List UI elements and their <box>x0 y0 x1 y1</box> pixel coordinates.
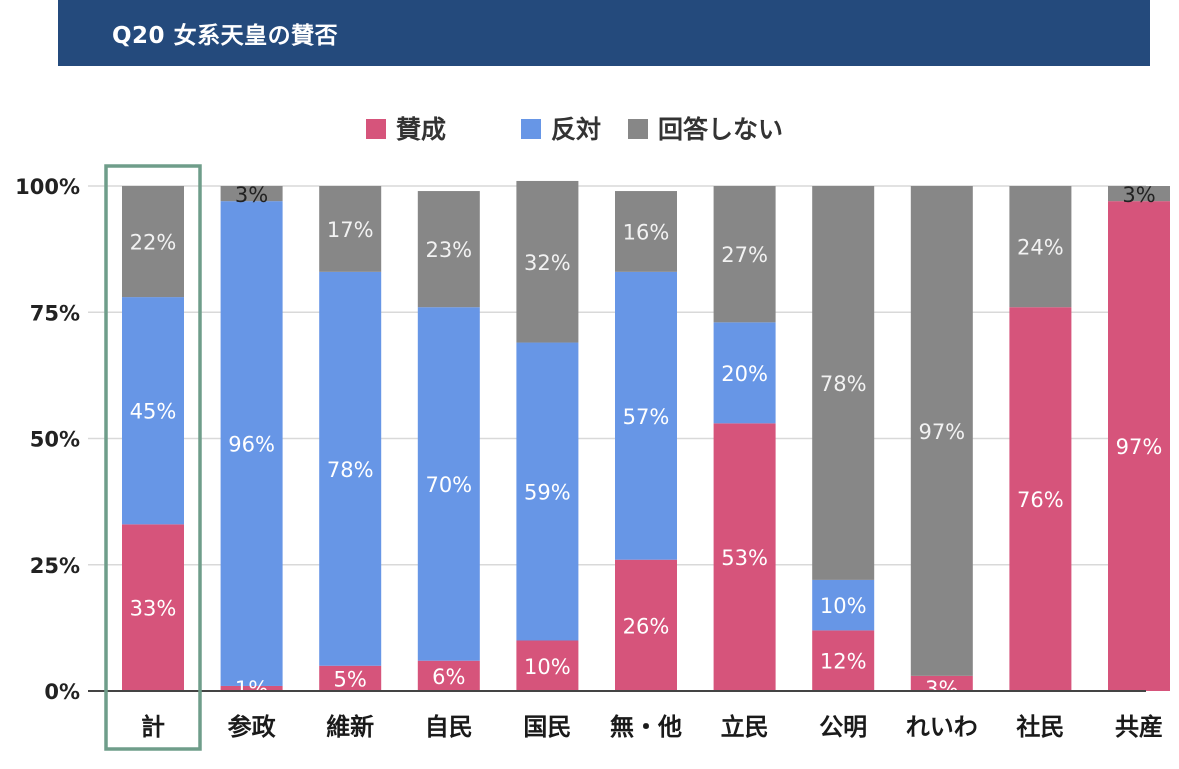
chart-title: Q20 女系天皇の賛否 <box>112 23 339 49</box>
bar-segment <box>812 579 875 631</box>
data-label: 23% <box>425 238 472 262</box>
data-label: 27% <box>721 243 768 267</box>
x-tick-label: 自民 <box>425 713 473 741</box>
data-label: 3% <box>235 183 268 207</box>
x-tick-label: 国民 <box>523 713 571 741</box>
legend-label: 賛成 <box>396 115 446 144</box>
bar-segment <box>615 191 677 272</box>
highlight-box <box>104 164 202 751</box>
data-label: 33% <box>130 597 177 621</box>
header-band <box>58 0 1150 66</box>
bar-segment <box>516 640 579 691</box>
data-label: 78% <box>820 372 867 396</box>
x-tick-label: 共産 <box>1115 713 1163 741</box>
bar-segment <box>122 186 184 298</box>
y-tick-label: 50% <box>30 428 80 452</box>
bar-segment <box>1009 186 1072 308</box>
data-label: 97% <box>918 420 965 444</box>
data-label: 10% <box>524 655 571 679</box>
bar-segment <box>1009 307 1072 691</box>
bar-segment <box>319 665 382 691</box>
data-label: 16% <box>623 220 670 244</box>
data-label: 26% <box>623 614 670 638</box>
bar-segment <box>1108 201 1170 691</box>
data-label: 6% <box>432 665 465 689</box>
bar-segment <box>417 660 480 691</box>
legend-swatch <box>521 119 541 139</box>
bar-segment <box>615 271 677 560</box>
data-label: 17% <box>327 218 374 242</box>
bar-segment <box>417 307 480 661</box>
data-label: 3% <box>1122 183 1155 207</box>
x-tick-label: 維新 <box>326 713 374 741</box>
bar-segment <box>713 423 776 691</box>
y-tick-label: 25% <box>30 554 80 578</box>
bar-segment <box>713 186 776 323</box>
data-label: 45% <box>130 400 177 424</box>
data-label: 97% <box>1116 435 1163 459</box>
x-tick-label: 社民 <box>1016 713 1064 741</box>
legend-label: 反対 <box>551 115 601 144</box>
legend-swatch <box>628 119 648 139</box>
data-label: 22% <box>130 231 177 255</box>
bar-segment <box>812 630 875 691</box>
x-tick-label: 立民 <box>721 713 769 741</box>
data-label: 57% <box>623 405 670 429</box>
x-tick-label: れいわ <box>906 713 978 741</box>
bar-segment <box>713 322 776 424</box>
bar-segment <box>220 186 283 202</box>
data-label: 70% <box>425 473 472 497</box>
x-tick-label: 計 <box>141 713 165 741</box>
bar-segment <box>319 186 382 272</box>
data-label: 5% <box>334 667 367 691</box>
legend-label: 回答しない <box>658 115 783 144</box>
data-label: 20% <box>721 362 768 386</box>
data-label: 78% <box>327 458 374 482</box>
bar-segment <box>220 201 283 686</box>
x-tick-label: 無・他 <box>610 713 682 741</box>
bar-segment <box>319 271 382 666</box>
data-label: 12% <box>820 650 867 674</box>
bar-segment <box>417 191 480 308</box>
y-tick-label: 0% <box>44 680 80 704</box>
bar-segment <box>122 524 184 691</box>
x-tick-label: 公明 <box>819 713 867 741</box>
bar-segment <box>615 559 677 691</box>
legend-swatch <box>366 119 386 139</box>
y-tick-label: 100% <box>15 175 80 199</box>
data-label: 76% <box>1017 488 1064 512</box>
bar-segment <box>516 180 579 343</box>
data-label: 10% <box>820 594 867 618</box>
bar-segment <box>1108 186 1170 202</box>
data-label: 3% <box>925 677 958 701</box>
data-label: 59% <box>524 481 571 505</box>
x-tick-label: 参政 <box>228 713 276 741</box>
bar-segment <box>220 685 283 691</box>
data-label: 24% <box>1017 236 1064 260</box>
y-tick-label: 75% <box>30 301 80 325</box>
data-label: 32% <box>524 251 571 275</box>
data-label: 1% <box>235 677 268 701</box>
bar-segment <box>812 186 875 580</box>
bar-segment <box>910 186 973 676</box>
data-label: 96% <box>228 433 275 457</box>
data-label: 53% <box>721 546 768 570</box>
bar-segment <box>516 342 579 641</box>
bar-segment <box>122 297 184 525</box>
bar-segment <box>910 675 973 691</box>
